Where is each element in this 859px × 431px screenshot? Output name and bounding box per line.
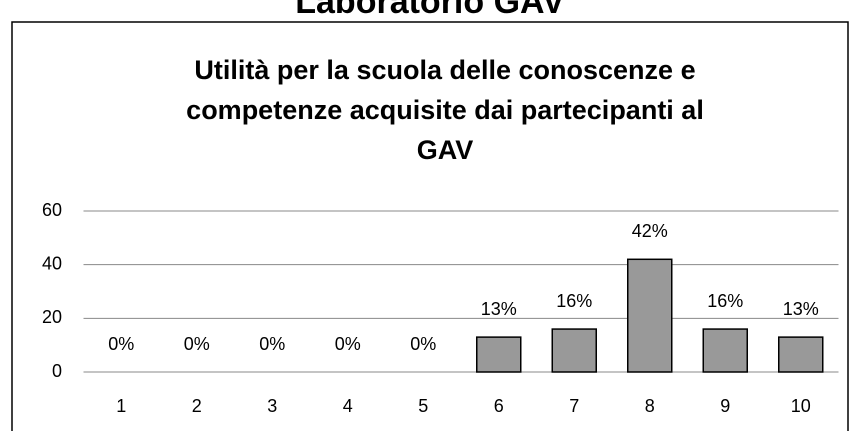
chart-title: Utilità per la scuola delle conoscenze e — [194, 55, 695, 85]
y-tick-label: 60 — [42, 200, 62, 220]
page-title: Laboratorio GAV — [295, 0, 565, 21]
value-label: 16% — [707, 291, 743, 311]
chart-title: GAV — [417, 135, 474, 165]
y-tick-label: 40 — [42, 253, 62, 273]
x-tick-label: 3 — [267, 396, 277, 416]
value-label: 13% — [783, 299, 819, 319]
x-tick-label: 6 — [494, 396, 504, 416]
value-label: 42% — [632, 221, 668, 241]
value-label: 0% — [184, 334, 210, 354]
bar — [778, 336, 824, 373]
x-tick-label: 7 — [569, 396, 579, 416]
x-tick-label: 5 — [418, 396, 428, 416]
bar — [627, 258, 673, 373]
x-tick-label: 9 — [720, 396, 730, 416]
value-label: 16% — [556, 291, 592, 311]
value-label: 13% — [481, 299, 517, 319]
y-tick-label: 0 — [52, 361, 62, 381]
x-tick-label: 8 — [645, 396, 655, 416]
bar — [702, 328, 748, 373]
x-tick-label: 2 — [192, 396, 202, 416]
value-label: 0% — [410, 334, 436, 354]
x-tick-label: 4 — [343, 396, 353, 416]
chart-frame — [11, 21, 849, 431]
chart-title: competenze acquisite dai partecipanti al — [186, 95, 704, 125]
x-tick-label: 10 — [791, 396, 811, 416]
value-label: 0% — [108, 334, 134, 354]
bar — [476, 336, 522, 373]
bar — [551, 328, 597, 373]
value-label: 0% — [335, 334, 361, 354]
y-tick-label: 20 — [42, 307, 62, 327]
x-tick-label: 1 — [116, 396, 126, 416]
value-label: 0% — [259, 334, 285, 354]
